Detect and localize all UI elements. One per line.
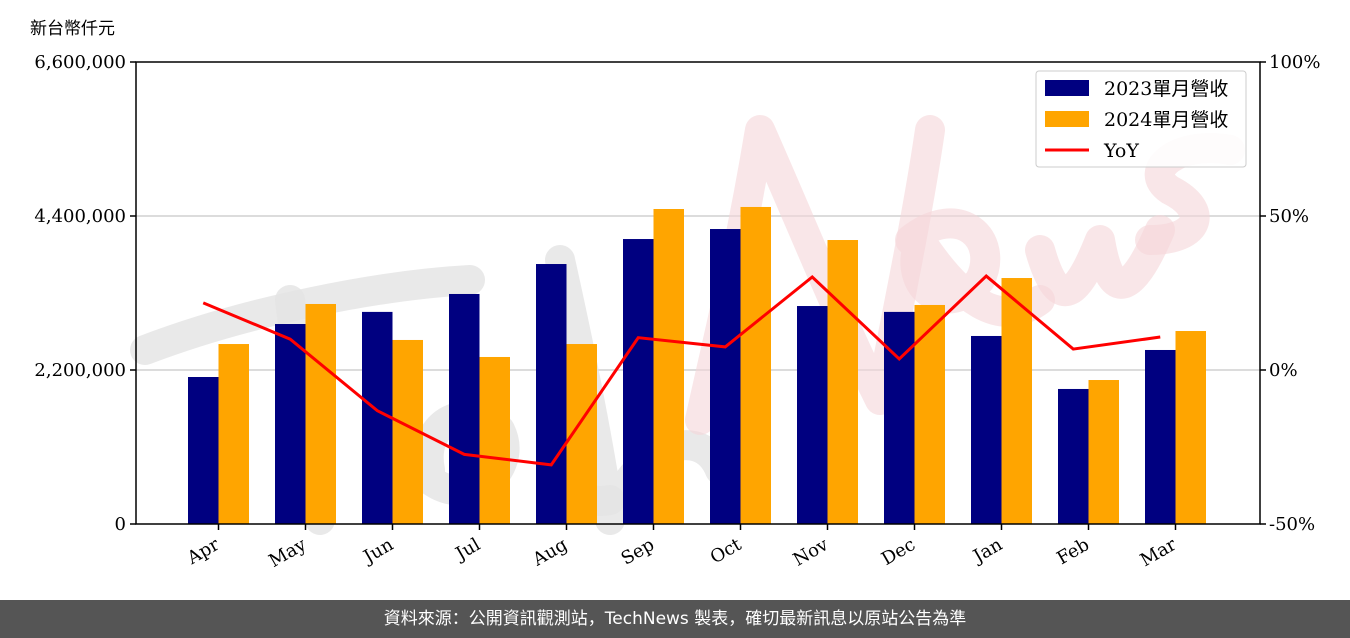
x-tick-label-jan: Jan (968, 534, 1006, 568)
y-tick-label: 4,400,000 (34, 206, 126, 227)
bar-2024-dec (914, 304, 945, 524)
y2-tick-label: 0% (1269, 360, 1298, 381)
revenue-chart: 0 2,200,000 4,400,000 6,600,000 -50% 0% 50% 100… (34, 52, 1320, 572)
legend-label-1: 2024單月營收 (1104, 109, 1228, 131)
legend-swatch-1 (1045, 111, 1089, 127)
bar-2024-mar (1175, 331, 1206, 524)
bar-2024-feb (1088, 380, 1119, 524)
legend-label-0: 2023單月營收 (1104, 78, 1228, 100)
x-tick-label-apr: Apr (183, 534, 223, 569)
watermark-stroke-pink-2 (1025, 215, 1175, 306)
bar-2023-apr (188, 377, 219, 524)
bar-2024-jul (479, 356, 510, 524)
y-tick-label: 2,200,000 (34, 360, 126, 381)
bar-2023-may (275, 324, 306, 524)
legend-swatch-0 (1045, 80, 1089, 96)
legend: 2023單月營收 2024單月營收 YoY (1035, 70, 1247, 168)
bar-2024-jan (1001, 278, 1032, 524)
bar-2023-jun (362, 311, 393, 524)
y-tick-label: 0 (115, 514, 126, 535)
bar-2024-may (305, 303, 336, 524)
bar-2023-nov (797, 306, 828, 524)
bar-2023-jul (449, 293, 480, 524)
bar-2024-apr (218, 344, 249, 524)
bar-2023-feb (1058, 388, 1089, 524)
bar-2023-aug (536, 264, 567, 524)
y2-tick-label: 50% (1269, 206, 1309, 227)
x-tick-label-feb: Feb (1053, 534, 1093, 569)
watermark-stroke-gray-0 (130, 265, 485, 365)
y2-tick-label: 100% (1269, 52, 1320, 73)
bar-2024-nov (827, 240, 858, 524)
bar-2023-sep (623, 239, 654, 524)
x-tick-label-jun: Jun (358, 534, 397, 569)
x-tick-label-dec: Dec (878, 534, 919, 570)
bar-2024-oct (740, 206, 771, 524)
bar-2023-oct (710, 229, 741, 524)
yoy-line (202, 274, 1161, 467)
bar-2023-mar (1145, 349, 1176, 524)
plot-frame (135, 61, 1261, 525)
x-tick-label-aug: Aug (528, 534, 571, 571)
x-tick-label-jul: Jul (450, 534, 484, 566)
x-tick-label-oct: Oct (707, 534, 746, 569)
x-tick-label-mar: Mar (1137, 534, 1181, 571)
bar-2024-sep (653, 209, 684, 524)
bar-2023-jan (971, 335, 1002, 524)
x-tick-label-may: May (265, 534, 310, 572)
legend-label-2: YoY (1103, 140, 1139, 162)
x-tick-label-nov: Nov (790, 534, 833, 571)
bar-2023-dec (884, 311, 915, 524)
y2-tick-label: -50% (1269, 514, 1315, 535)
y-tick-label: 6,600,000 (34, 52, 126, 73)
y-axis-unit-label: 新台幣仟元 (30, 19, 115, 39)
source-footer: 資料來源：公開資訊觀測站，TechNews 製表，確切最新訊息以原站公告為準 (0, 600, 1350, 638)
x-tick-label-sep: Sep (618, 534, 658, 569)
watermark-stroke-pink-1 (895, 208, 1055, 327)
